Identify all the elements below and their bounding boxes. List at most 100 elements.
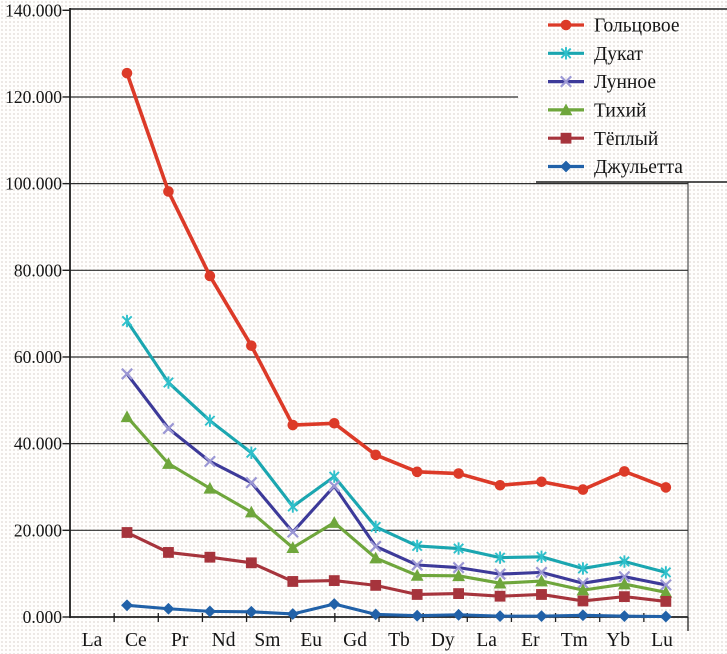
triangle-marker-shape [559,103,573,116]
x-tick-label: Gd [343,630,367,651]
square-marker-shape [245,557,257,569]
x-tick-label: La [82,630,103,651]
square-marker-shape [619,591,630,603]
diamond-marker-shape [162,602,175,615]
square-marker-shape [121,527,133,538]
circle-marker [577,484,589,495]
data-series [120,67,673,623]
diamond-marker-shape [494,610,506,623]
legend-label: Лунное [594,72,656,93]
x-tick-label: Pr [171,630,189,651]
diamond-marker-shape [411,609,424,622]
x-marker [618,570,631,583]
triangle-marker [369,551,383,564]
series-5 [121,527,672,607]
x-tick-label: Yb [606,630,630,651]
circle-marker-dot [163,186,174,197]
x-axis: La Ce Pr Nd Sm Eu Gd Tb Dy La Er Tm Yb Lu [82,613,689,651]
series-2 [121,314,672,579]
triangle-marker-shape [244,505,258,518]
diamond-marker [494,610,506,623]
square-marker-shape [660,595,672,607]
legend: Гольцовое Дукат Лунное Тихий Тёплый Джульетта [536,16,727,183]
triangle-marker-shape [203,481,217,494]
square-marker [660,595,672,607]
series-line [125,71,668,492]
diamond-marker-shape [369,608,382,621]
legend-label: Тёплый [594,129,658,150]
triangle-marker [452,569,465,582]
circle-marker-dot [246,340,257,352]
triangle-marker [286,541,300,553]
star-marker [163,376,174,389]
circle-marker-dot [411,466,423,478]
circle-marker [328,417,340,429]
circle-marker-dot [536,476,547,488]
square-marker [577,595,589,607]
triangle-marker [244,505,258,518]
x-marker [494,568,507,581]
series-line [125,602,668,619]
y-tick-label: 60.000 [14,347,62,367]
triangle-marker-shape [162,457,175,469]
square-marker-shape [287,576,299,587]
diamond-marker [204,605,216,618]
series-4 [120,410,673,598]
triangle-marker-shape [327,516,341,528]
square-marker-shape [204,551,216,563]
series-line [125,319,668,574]
triangle-marker-shape [120,410,134,423]
star-marker [204,414,216,427]
x-tick-label: Ce [125,630,147,651]
circle-marker [494,479,506,491]
legend-label: Тихий [594,101,646,122]
square-marker [204,551,216,563]
diamond-marker [535,610,548,623]
diamond-marker [560,160,572,173]
square-marker-shape [494,590,506,602]
star-marker [328,470,340,483]
star-marker [370,520,382,534]
x-marker [121,367,133,380]
square-marker-shape [370,579,382,591]
diamond-marker [286,608,299,620]
diamond-marker-shape [577,609,589,622]
star-marker [660,566,672,579]
series-line [125,415,668,594]
square-marker [245,557,257,569]
triangle-marker [327,516,341,528]
star-marker [619,555,630,568]
circle-marker-dot [577,484,589,495]
triangle-marker-shape [576,583,590,596]
star-marker [453,542,464,555]
square-marker-shape [577,595,589,607]
square-marker-shape [163,547,174,558]
diamond-marker-shape [618,610,631,623]
circle-marker-dot [328,417,340,429]
triangle-marker [162,457,175,469]
triangle-marker [576,583,590,596]
diamond-marker [411,609,424,622]
x-marker [452,561,465,574]
diamond-marker [659,610,672,623]
x-marker [245,476,258,489]
circle-marker [536,476,547,488]
circle-marker [287,419,299,431]
y-axis: 0.000 20.000 40.000 60.000 80.000 100.000 120.… [5,0,70,627]
square-marker [328,575,340,586]
y-tick-label: 40.000 [14,434,62,454]
gridlines [70,96,688,531]
diamond-marker-shape [659,610,672,623]
triangle-marker-shape [369,551,383,564]
circle-marker-dot [619,466,630,477]
triangle-marker-shape [410,568,424,581]
square-marker-shape [453,588,464,599]
legend-label: Гольцовое [594,16,680,37]
diamond-marker [328,598,341,610]
x-marker [286,526,299,539]
star-marker [245,446,257,459]
diamond-marker [121,599,133,612]
star-marker [121,314,133,328]
circle-marker-dot [660,482,672,493]
